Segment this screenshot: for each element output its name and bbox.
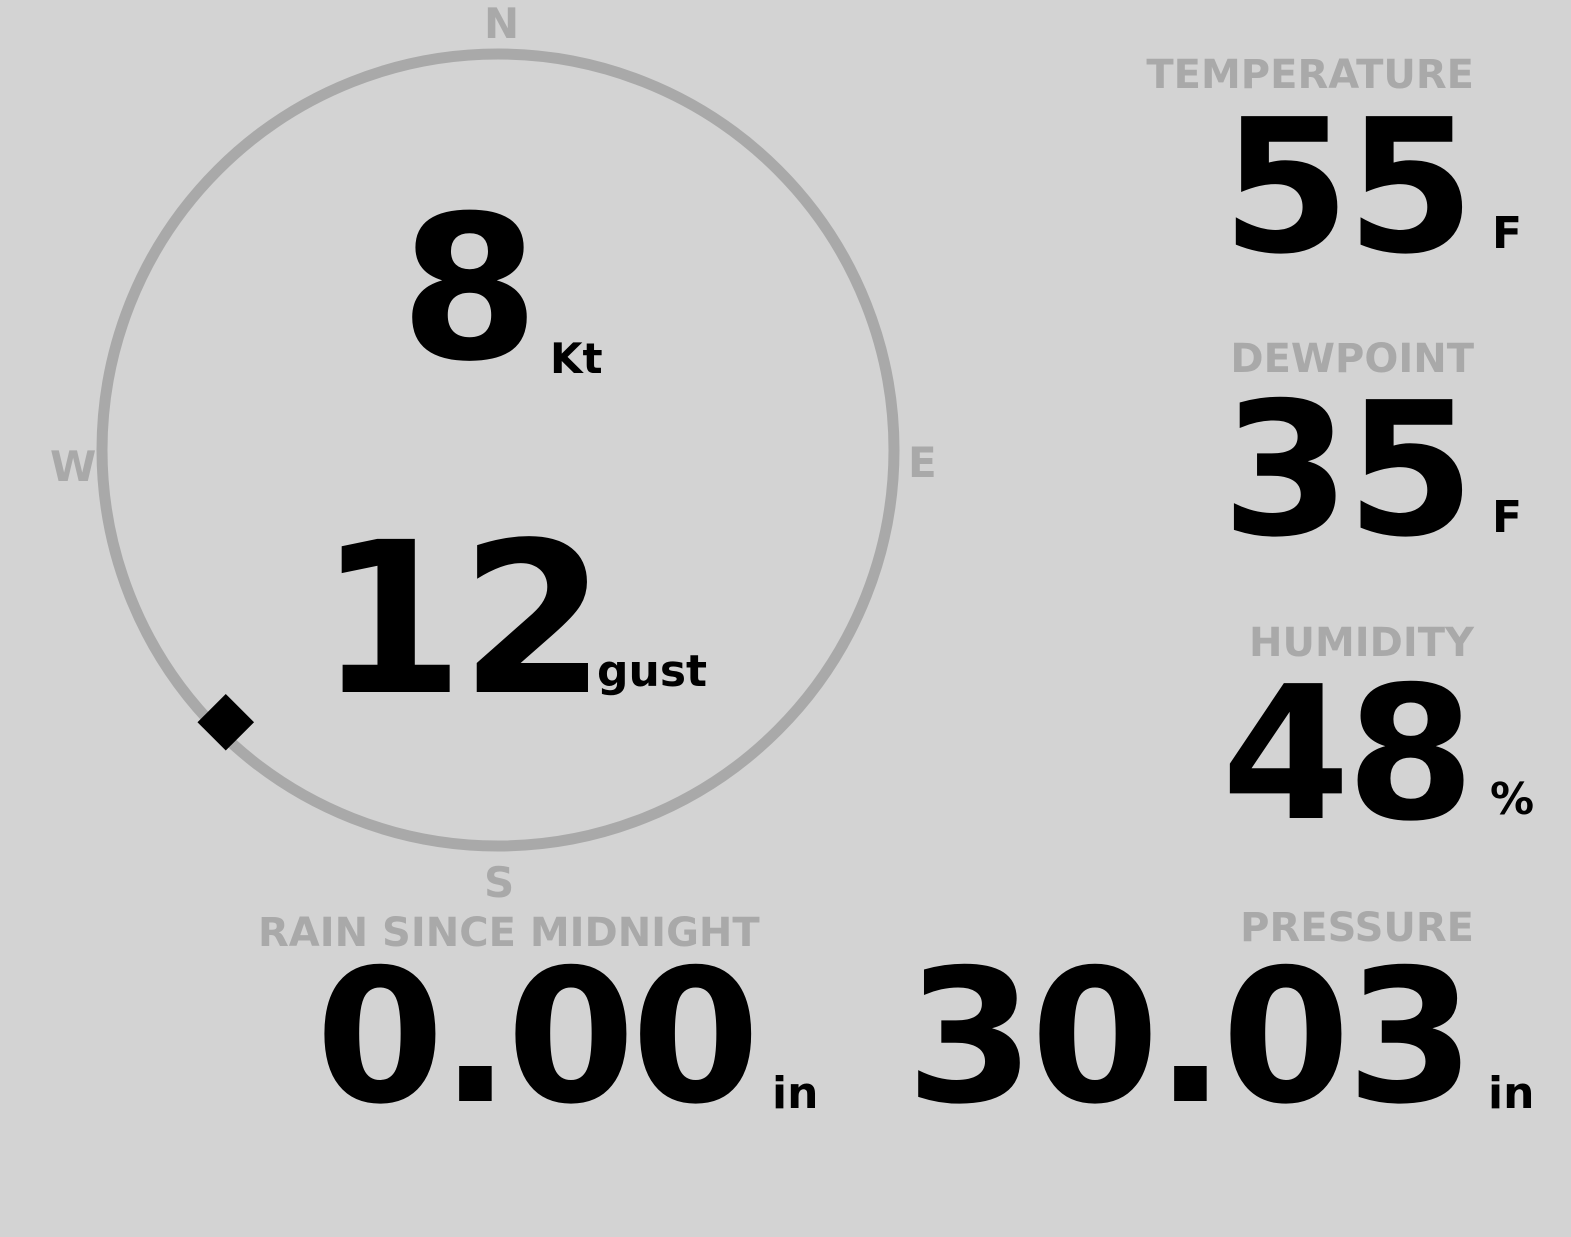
wind-compass — [96, 48, 900, 852]
pressure-label: PRESSURE — [1240, 905, 1474, 951]
humidity-unit: % — [1490, 774, 1535, 825]
dewpoint-unit: F — [1492, 492, 1523, 543]
compass-south: S — [484, 858, 515, 907]
compass-north: N — [484, 0, 520, 48]
temperature-unit: F — [1492, 208, 1523, 259]
wind-speed-unit: Kt — [550, 334, 603, 383]
wind-direction-diamond-icon — [197, 693, 255, 751]
compass-west: W — [50, 442, 97, 491]
wind-speed-value: 8 — [400, 173, 539, 406]
rain-label: RAIN SINCE MIDNIGHT — [258, 910, 760, 956]
wind-gust-unit: gust — [597, 646, 708, 697]
humidity-value: 48 — [1221, 646, 1475, 862]
temperature-label: TEMPERATURE — [1146, 52, 1474, 98]
rain-value: 0.00 — [315, 929, 760, 1145]
pressure-unit: in — [1488, 1068, 1535, 1119]
rain-unit: in — [772, 1068, 819, 1119]
compass-ring — [96, 48, 900, 852]
pressure-value: 30.03 — [905, 929, 1475, 1145]
dewpoint-value: 35 — [1221, 362, 1475, 578]
humidity-label: HUMIDITY — [1249, 620, 1474, 666]
compass-east: E — [908, 438, 937, 487]
temperature-value: 55 — [1221, 79, 1475, 295]
dewpoint-label: DEWPOINT — [1230, 336, 1474, 382]
wind-gust-value: 12 — [318, 497, 606, 742]
